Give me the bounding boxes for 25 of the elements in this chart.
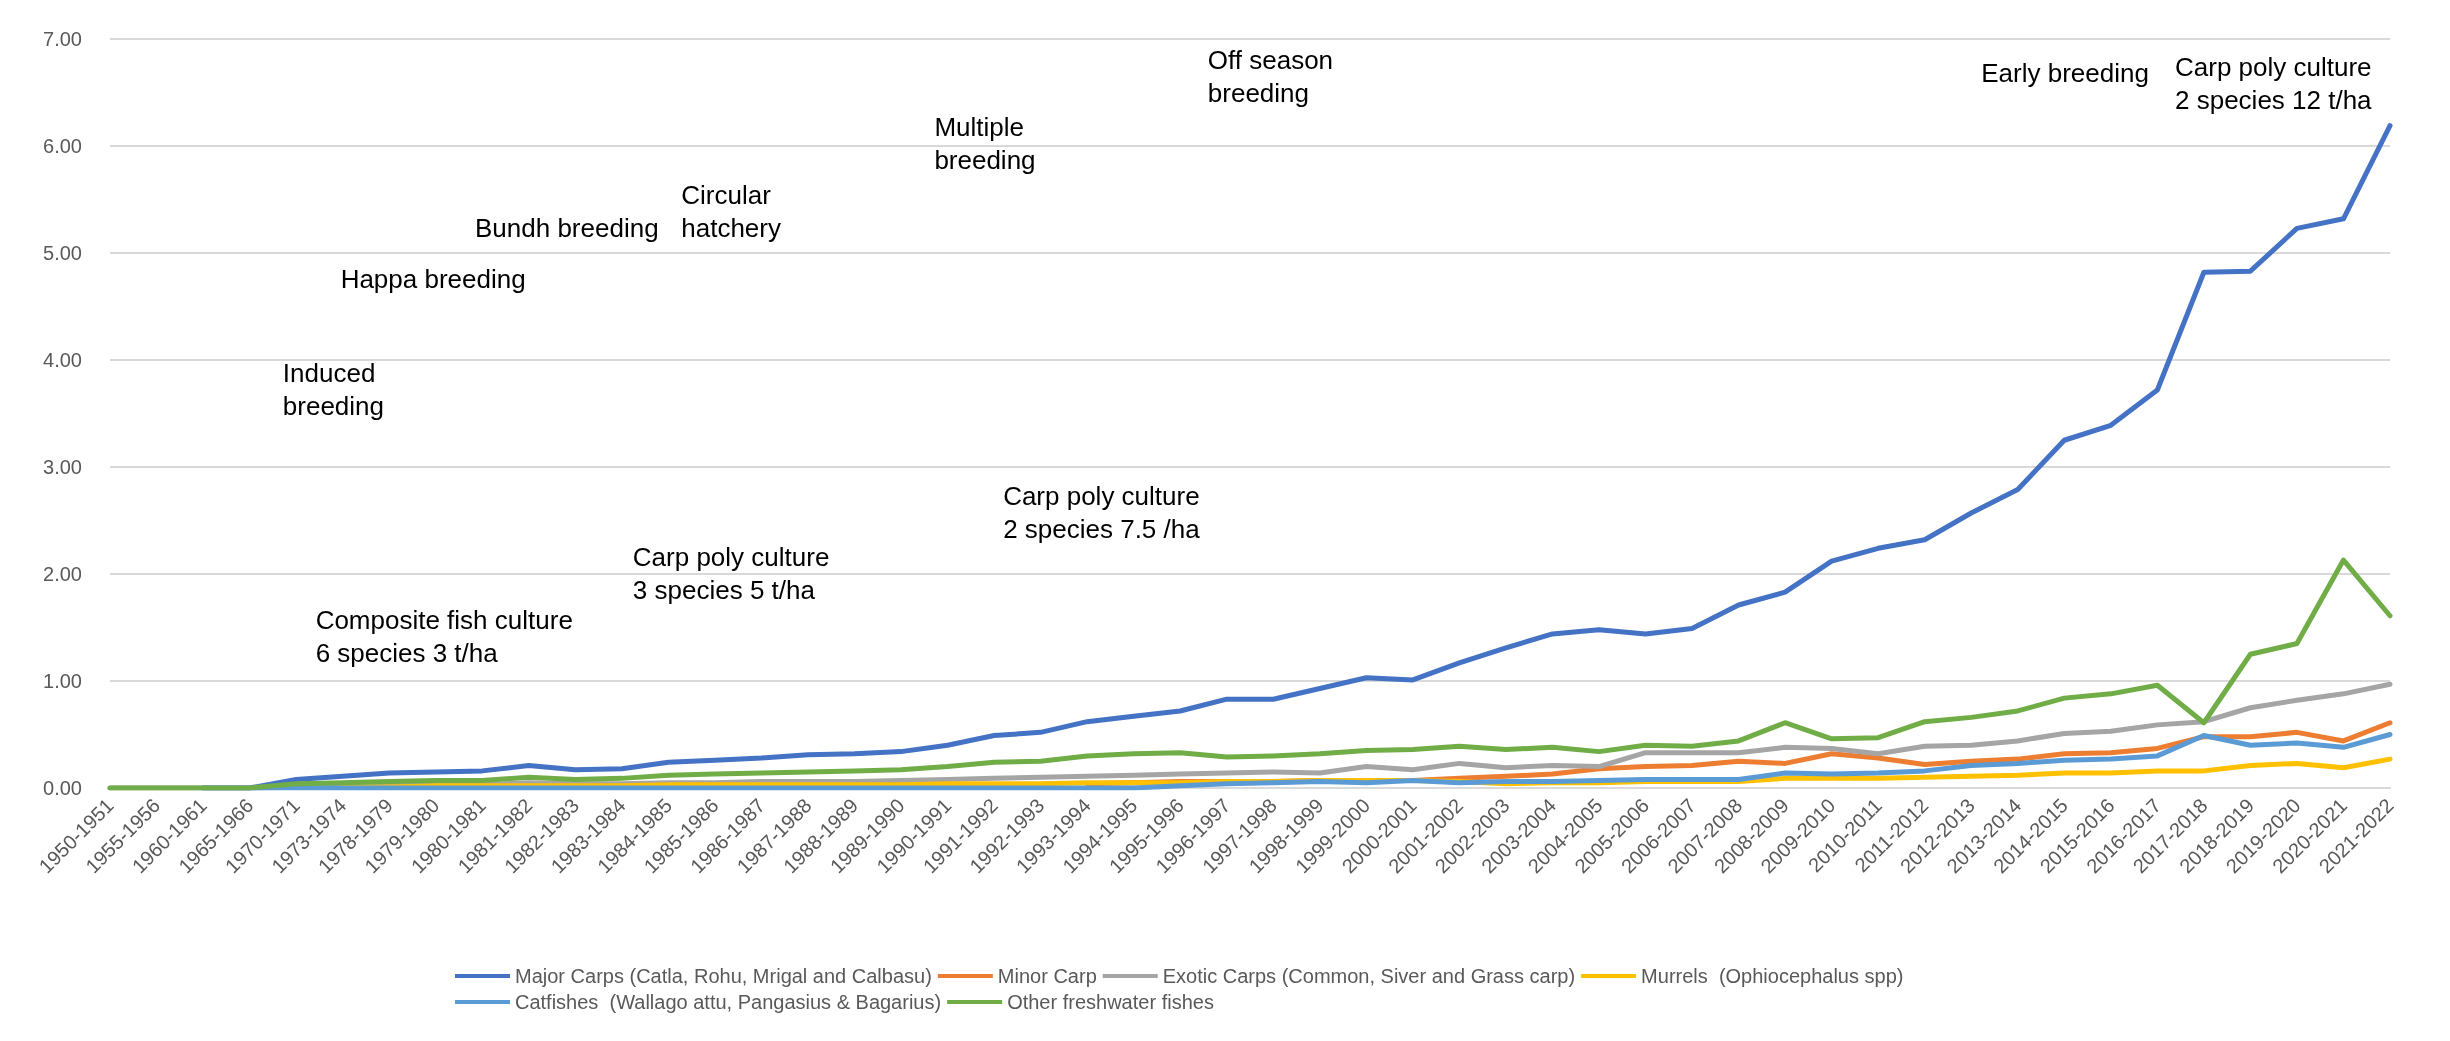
legend-label: Major Carps (Catla, Rohu, Mrigal and Calbasu) xyxy=(515,965,932,987)
legend-label: Other freshwater fishes xyxy=(1007,991,1214,1013)
legend-label: Murrels (Ophiocephalus spp) xyxy=(1641,965,1904,987)
y-tick-label: 4.00 xyxy=(43,349,82,371)
annotation: Induced breeding xyxy=(282,357,385,421)
annotation: Early breeding xyxy=(1981,57,2149,88)
y-tick-label: 6.00 xyxy=(43,135,82,157)
annotation: Happa breeding xyxy=(340,264,526,295)
annotation: Carp poly culture 3 species 5 t/ha xyxy=(632,542,830,606)
y-tick-label: 3.00 xyxy=(43,456,82,478)
annotation: Off season breeding xyxy=(1207,45,1334,109)
annotation: Carp poly culture 2 species 12 t/ha xyxy=(2175,51,2373,115)
annotation: Circular hatchery xyxy=(681,179,781,243)
y-tick-label: 5.00 xyxy=(43,242,82,264)
annotation: Composite fish culture 6 species 3 t/ha xyxy=(315,604,573,668)
y-tick-label: 1.00 xyxy=(43,670,82,692)
legend-label: Catfishes (Wallago attu, Pangasius & Bagarius) xyxy=(515,991,942,1013)
y-tick-label: 2.00 xyxy=(43,563,82,585)
annotation: Bundh breeding xyxy=(475,212,659,243)
y-tick-label: 7.00 xyxy=(43,28,82,50)
y-tick-label: 0.00 xyxy=(43,777,82,799)
annotation: Multiple breeding xyxy=(934,112,1036,176)
legend-label: Exotic Carps (Common, Siver and Grass carp) xyxy=(1162,965,1576,987)
annotation: Carp poly culture 2 species 7.5 /ha xyxy=(1003,481,1201,545)
legend-label: Minor Carp xyxy=(997,965,1097,987)
